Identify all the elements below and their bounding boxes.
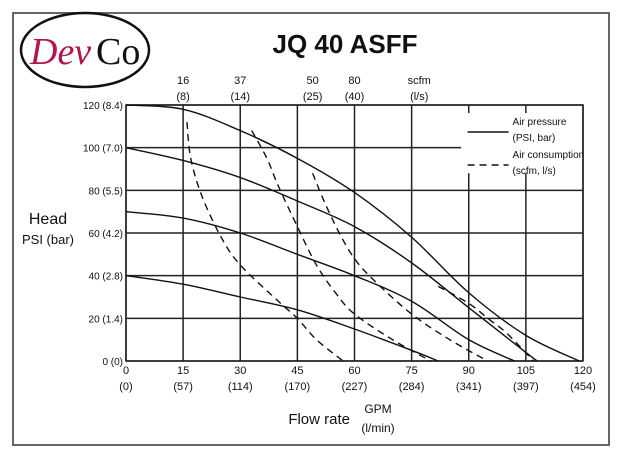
x-tick-label: 0 bbox=[123, 365, 129, 377]
x-tick-label: 90 bbox=[463, 365, 475, 377]
y-tick-label: 100 (7.0) bbox=[83, 144, 123, 155]
x-tick-label: 75 bbox=[406, 365, 418, 377]
x-tick-label: 30 bbox=[234, 365, 246, 377]
y-tick-label: 120 (8.4) bbox=[83, 101, 123, 112]
x-tick-sublabel: (57) bbox=[173, 381, 193, 393]
y-axis-label: Head bbox=[29, 211, 67, 228]
x-tick-sublabel: (341) bbox=[456, 381, 482, 393]
chart-title: JQ 40 ASFF bbox=[273, 29, 418, 59]
x-tick-label: 45 bbox=[291, 365, 303, 377]
y-tick-label: 40 (2.8) bbox=[89, 272, 123, 283]
air-consumption-curve bbox=[311, 173, 489, 362]
plot-border bbox=[125, 104, 584, 362]
top-axis-sublabel: (8) bbox=[176, 91, 189, 103]
x-tick-label: 105 bbox=[517, 365, 535, 377]
air-consumption-curve bbox=[251, 130, 432, 362]
chart-frame bbox=[12, 12, 610, 446]
top-axis-label: 37 bbox=[234, 75, 246, 87]
legend-label: (PSI, bar) bbox=[513, 133, 556, 144]
x-tick-sublabel: (114) bbox=[228, 381, 253, 393]
x-tick-sublabel: (227) bbox=[342, 381, 368, 393]
top-axis-label: 50 bbox=[306, 75, 318, 87]
air-pressure-curve bbox=[125, 146, 538, 362]
x-tick-label: 15 bbox=[177, 365, 189, 377]
x-tick-sublabel: (284) bbox=[399, 381, 425, 393]
top-axis-sublabel: (l/s) bbox=[410, 91, 428, 103]
air-consumption-curve bbox=[186, 121, 344, 362]
y-tick-label: 60 (4.2) bbox=[89, 229, 123, 240]
top-axis-label: 16 bbox=[177, 75, 189, 87]
x-tick-label: 60 bbox=[348, 365, 360, 377]
y-tick-label: 80 (5.5) bbox=[89, 186, 123, 197]
top-axis-sublabel: (40) bbox=[345, 91, 365, 103]
x-axis-units-top: GPM bbox=[364, 402, 391, 416]
x-tick-sublabel: (454) bbox=[570, 381, 596, 393]
top-axis-sublabel: (14) bbox=[230, 91, 250, 103]
x-tick-sublabel: (0) bbox=[119, 381, 132, 393]
top-axis-label: 80 bbox=[348, 75, 360, 87]
top-axis-sublabel: (25) bbox=[303, 91, 323, 103]
x-axis-units-bottom: (l/min) bbox=[361, 421, 394, 435]
logo-dev: Dev bbox=[29, 31, 91, 73]
x-tick-label: 120 bbox=[574, 365, 592, 377]
air-consumption-curve bbox=[437, 285, 534, 362]
devco-logo: Dev Co bbox=[19, 11, 151, 89]
legend-label: Air consumption bbox=[513, 150, 585, 161]
logo-co: Co bbox=[96, 31, 140, 73]
x-tick-sublabel: (170) bbox=[285, 381, 311, 393]
x-tick-sublabel: (397) bbox=[513, 381, 539, 393]
air-pressure-curve bbox=[125, 210, 515, 362]
legend-label: (scfm, l/s) bbox=[513, 166, 556, 177]
logo-ring bbox=[19, 11, 151, 89]
top-axis-label: scfm bbox=[408, 75, 431, 87]
y-tick-label: 20 (1.4) bbox=[89, 314, 123, 325]
air-pressure-curve bbox=[125, 104, 580, 362]
legend-label: Air pressure bbox=[513, 117, 567, 128]
y-axis-units: PSI (bar) bbox=[22, 232, 74, 247]
y-tick-label: 0 (0) bbox=[102, 357, 123, 368]
x-axis-label: Flow rate bbox=[288, 411, 350, 428]
